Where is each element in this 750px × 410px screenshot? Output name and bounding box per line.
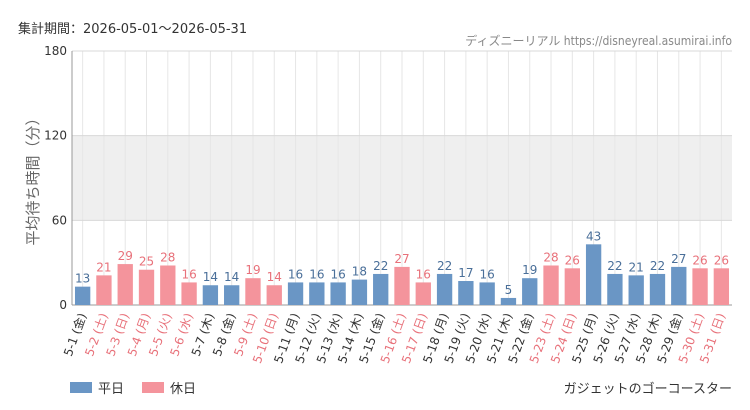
bar — [160, 265, 176, 305]
data-label: 28 — [543, 250, 558, 264]
bar — [415, 282, 431, 305]
bar — [138, 269, 155, 305]
bar — [202, 285, 219, 305]
bar — [181, 282, 197, 305]
bar — [224, 285, 240, 305]
bar — [649, 273, 666, 305]
data-label: 13 — [75, 272, 90, 286]
y-tick-label: 180 — [44, 44, 67, 58]
y-tick-label: 60 — [52, 213, 67, 227]
bar — [543, 265, 559, 305]
data-label: 27 — [394, 252, 409, 266]
legend-label-weekday: 平日 — [98, 382, 125, 397]
bar — [245, 278, 261, 305]
bar — [287, 282, 304, 305]
data-label: 17 — [458, 266, 473, 280]
bar — [394, 266, 410, 305]
data-label: 16 — [416, 267, 431, 281]
bar — [330, 282, 346, 305]
bar — [309, 282, 325, 305]
site-credit: ディズニーリアル https://disneyreal.asumirai.inf… — [465, 34, 732, 48]
bar — [74, 286, 91, 305]
legend-swatch-weekday — [70, 382, 92, 393]
data-label: 16 — [480, 267, 495, 281]
bar — [266, 285, 282, 305]
bar — [607, 273, 623, 305]
data-label: 29 — [118, 249, 133, 263]
legend-item-holiday: 休日 — [142, 378, 196, 397]
data-label: 43 — [586, 229, 601, 243]
bar — [479, 282, 495, 305]
data-label: 16 — [288, 267, 303, 281]
data-label: 19 — [522, 263, 537, 277]
bar — [564, 268, 580, 305]
period-label: 集計期間：2026-05-01～2026-05-31 — [18, 22, 248, 37]
data-label: 19 — [245, 263, 260, 277]
data-label: 26 — [692, 253, 707, 267]
data-label: 5 — [505, 283, 513, 297]
legend-label-holiday: 休日 — [170, 382, 197, 397]
bar — [692, 268, 708, 305]
bar — [117, 264, 133, 305]
bar — [96, 275, 112, 305]
data-label: 28 — [160, 250, 175, 264]
attraction-name: ガジェットのゴーコースター — [563, 382, 732, 397]
y-tick-label: 120 — [44, 129, 67, 143]
legend-item-weekday: 平日 — [70, 378, 124, 397]
bar — [500, 297, 517, 305]
legend-swatch-holiday — [142, 382, 165, 393]
data-label: 22 — [650, 259, 665, 273]
bar — [522, 278, 538, 305]
bar — [458, 281, 474, 305]
bar — [436, 273, 453, 305]
bar — [373, 273, 389, 305]
data-label: 16 — [181, 267, 196, 281]
data-label: 21 — [96, 260, 111, 274]
chart-legend: 平日 休日 — [70, 378, 196, 397]
data-label: 14 — [267, 270, 282, 284]
data-label: 26 — [565, 253, 580, 267]
data-label: 16 — [309, 267, 324, 281]
data-label: 18 — [352, 265, 367, 279]
bar — [585, 244, 602, 305]
data-label: 22 — [437, 259, 452, 273]
data-label: 27 — [671, 252, 686, 266]
data-label: 21 — [629, 260, 644, 274]
data-label: 22 — [373, 259, 388, 273]
bar — [671, 266, 687, 305]
bar — [713, 268, 730, 305]
data-label: 25 — [139, 255, 154, 269]
data-label: 14 — [203, 270, 218, 284]
bar — [628, 275, 644, 305]
y-tick-label: 0 — [59, 298, 67, 312]
data-label: 14 — [224, 270, 239, 284]
data-label: 26 — [714, 253, 729, 267]
bar — [351, 279, 368, 305]
data-label: 16 — [330, 267, 345, 281]
data-label: 22 — [607, 259, 622, 273]
